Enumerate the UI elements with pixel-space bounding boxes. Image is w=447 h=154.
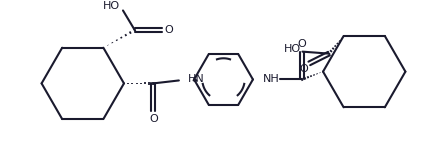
Text: O: O — [164, 25, 173, 35]
Text: NH: NH — [263, 75, 279, 85]
Text: O: O — [298, 39, 306, 49]
Text: HN: HN — [188, 75, 204, 85]
Text: O: O — [299, 64, 308, 74]
Text: O: O — [149, 114, 158, 124]
Text: HO: HO — [103, 1, 120, 11]
Text: HO: HO — [284, 44, 301, 54]
